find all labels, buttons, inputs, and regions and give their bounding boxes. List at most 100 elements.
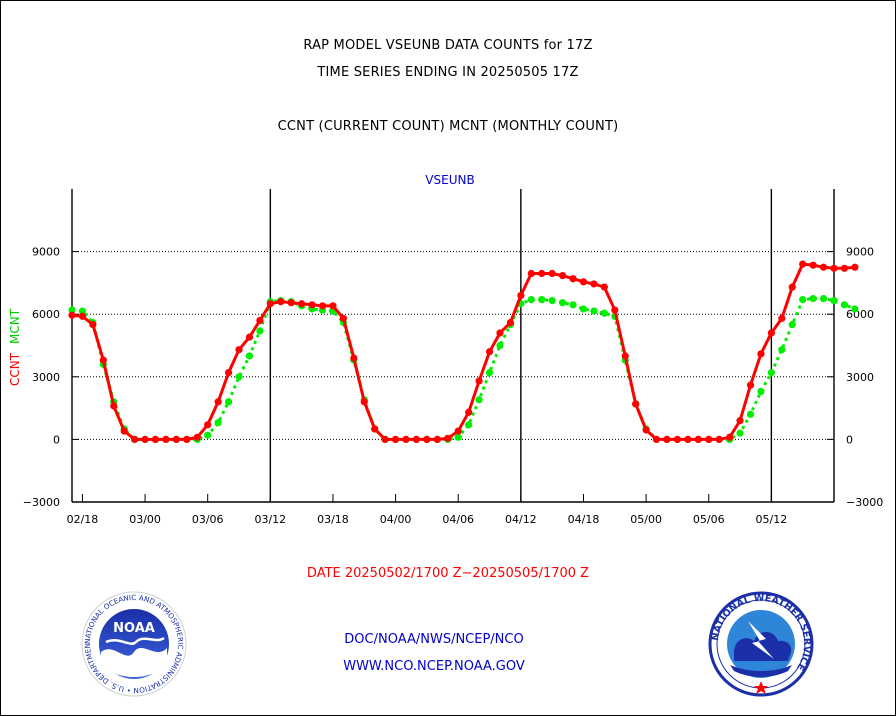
x-tick-label: 04/00 [380,513,412,526]
data-point-ccnt [527,269,535,278]
data-point-ccnt [141,435,149,443]
data-point-mcnt [485,369,494,377]
data-point-ccnt [256,316,264,325]
data-point-mcnt [527,295,535,304]
data-point-mcnt [569,301,577,309]
data-point-mcnt [767,369,775,377]
x-tick-label: 05/00 [630,513,662,526]
data-point-ccnt [78,312,87,320]
data-point-ccnt [705,435,713,443]
data-point-ccnt [402,435,410,443]
data-point-ccnt [726,433,734,441]
data-point-ccnt [371,425,379,433]
data-point-ccnt [277,298,285,306]
x-tick-label: 04/12 [505,513,537,526]
data-point-ccnt [266,300,274,308]
data-point-ccnt [569,275,577,283]
x-tick-label: 03/12 [254,513,286,526]
data-point-ccnt [214,398,222,406]
data-point-mcnt [548,297,556,305]
y-tick-label-left: −3000 [23,496,60,509]
data-point-ccnt [318,302,327,310]
data-point-ccnt [183,435,191,443]
data-point-mcnt [851,305,859,313]
x-tick-label: 03/00 [129,513,161,526]
y-tick-label-right: 0 [846,433,853,446]
data-point-ccnt [224,369,233,377]
link-nco-website[interactable]: WWW.NCO.NCEP.NOAA.GOV [343,659,525,674]
chart-title-1: RAP MODEL VSEUNB DATA COUNTS for 17Z [303,38,593,53]
data-point-ccnt [172,435,180,443]
data-point-mcnt [224,398,233,406]
data-point-mcnt [68,306,76,314]
data-point-ccnt [350,354,358,362]
data-point-ccnt [245,333,254,341]
data-point-ccnt [642,426,650,434]
date-range: DATE 20250502/1700 Z−20250505/1700 Z [306,566,590,581]
data-point-mcnt [78,307,87,315]
data-point-ccnt [715,435,723,443]
data-point-ccnt [506,318,515,327]
y-tick-label-right: 3000 [846,371,874,384]
chart-title-3: CCNT (CURRENT COUNT) MCNT (MONTHLY COUNT… [277,119,619,134]
y-label-mcnt: MCNT [8,308,22,344]
data-point-ccnt [204,421,212,429]
data-point-ccnt [454,427,462,435]
series-line-ccnt [71,262,856,441]
data-point-ccnt [162,435,170,443]
data-point-ccnt [120,427,128,435]
data-point-ccnt [559,271,567,280]
noaa-logo: NATIONAL OCEANIC AND ATMOSPHERIC ADMINIS… [80,590,187,697]
data-point-ccnt [287,299,295,307]
data-point-ccnt [767,329,775,337]
data-point-mcnt [830,297,838,305]
data-point-ccnt [89,321,97,329]
data-point-ccnt [444,434,452,442]
data-point-ccnt [819,263,828,271]
data-point-mcnt [245,352,254,360]
x-tick-label: 04/06 [442,513,474,526]
data-point-mcnt [809,294,817,303]
data-point-ccnt [110,402,118,410]
data-point-ccnt [788,283,796,291]
data-point-ccnt [632,400,640,408]
data-point-ccnt [151,435,160,443]
data-point-ccnt [485,348,494,356]
data-point-ccnt [308,301,316,309]
y-tick-label-left: 6000 [32,308,60,321]
data-point-ccnt [621,352,629,360]
data-point-ccnt [579,278,588,286]
data-point-mcnt [465,421,473,429]
plot-title: VSEUNB [425,173,474,187]
data-point-ccnt [673,435,682,443]
data-point-mcnt [778,346,786,354]
data-point-mcnt [496,341,504,350]
data-point-ccnt [600,283,608,291]
data-point-ccnt [590,280,598,288]
data-point-mcnt [256,327,264,335]
x-tick-label: 03/06 [192,513,224,526]
y-tick-label-left: 0 [53,433,60,446]
data-point-ccnt [799,260,807,268]
x-tick-label: 02/18 [67,513,99,526]
data-point-ccnt [99,356,107,364]
data-point-ccnt [851,263,859,271]
data-point-mcnt [538,295,546,304]
data-point-mcnt [746,410,755,418]
chart-title-2: TIME SERIES ENDING IN 20250505 17Z [317,65,579,80]
data-point-ccnt [68,311,76,319]
link-doc-noaa[interactable]: DOC/NOAA/NWS/NCEP/NCO [344,632,524,647]
time-series-chart: VSEUNB CCNT MCNT −3000 −3000 0 0 3000 3000 600… [8,173,883,526]
data-point-ccnt [412,435,421,443]
data-point-ccnt [423,435,431,443]
data-point-mcnt [788,321,796,329]
data-point-mcnt [840,301,849,309]
data-point-ccnt [538,269,546,278]
data-point-ccnt [840,264,849,272]
data-point-ccnt [193,433,201,441]
data-point-mcnt [214,419,222,427]
data-point-mcnt [590,307,598,315]
data-point-mcnt [579,305,588,313]
x-tick-label: 05/12 [756,513,788,526]
y-tick-label-right: 6000 [846,308,874,321]
